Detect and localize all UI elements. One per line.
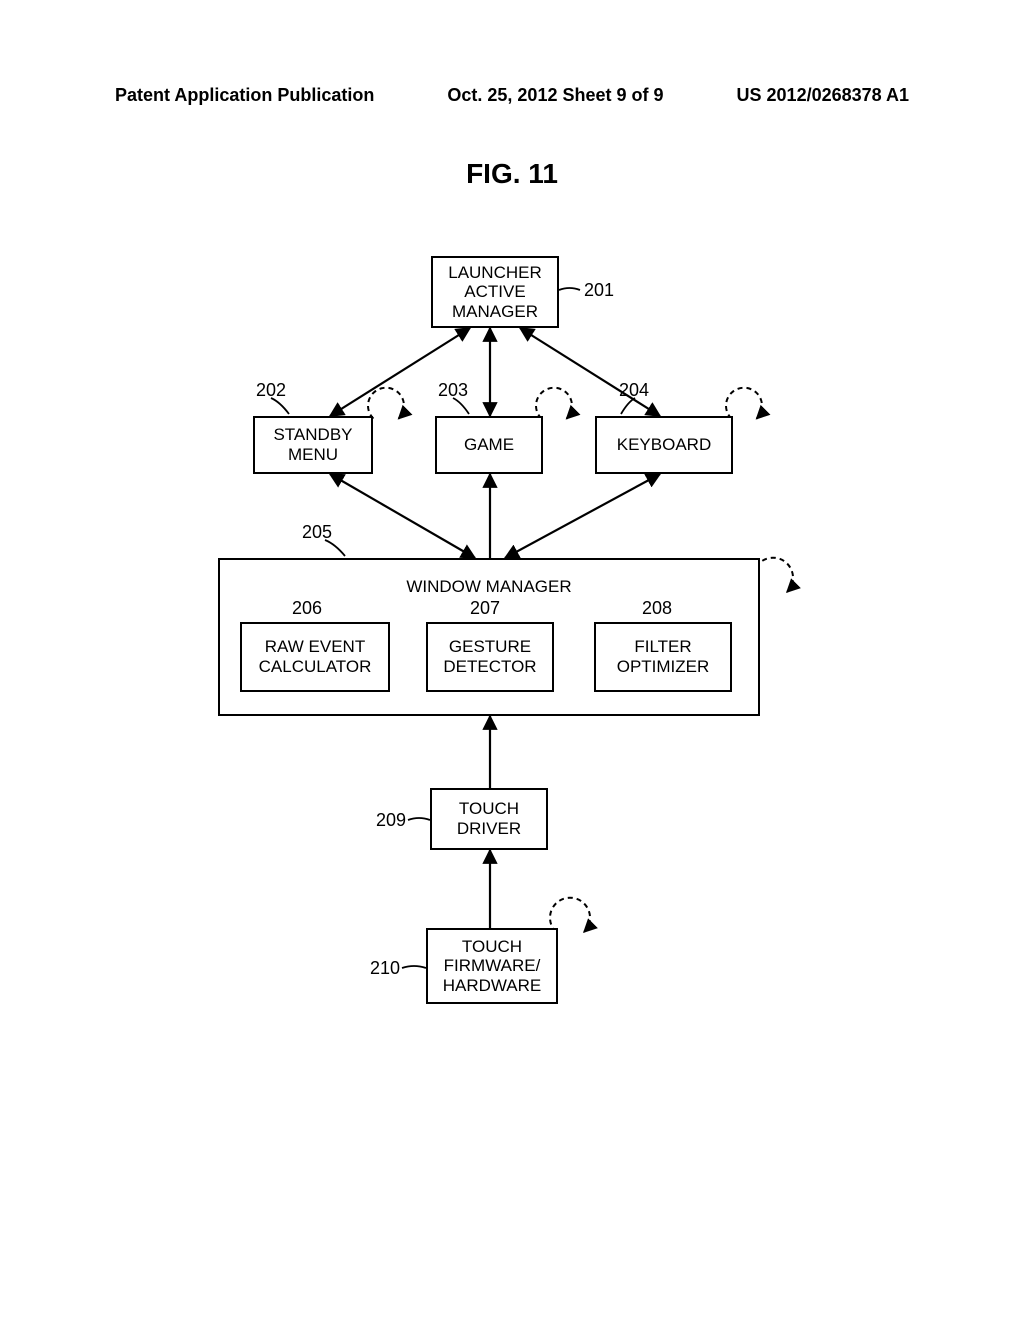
- node-209: TOUCH DRIVER: [430, 788, 548, 850]
- node-209-label: TOUCH DRIVER: [457, 799, 521, 838]
- node-210: TOUCH FIRMWARE/ HARDWARE: [426, 928, 558, 1004]
- edge: [505, 474, 660, 558]
- header-left: Patent Application Publication: [115, 85, 374, 106]
- ref-label: 204: [619, 380, 649, 401]
- node-208: FILTER OPTIMIZER: [594, 622, 732, 692]
- figure-title: FIG. 11: [0, 158, 1024, 190]
- ref-label: 210: [370, 958, 400, 979]
- ref-label: 203: [438, 380, 468, 401]
- ref-leader: [402, 966, 426, 968]
- self-loop: [536, 388, 572, 419]
- edge: [330, 474, 475, 558]
- diagram-canvas: LAUNCHER ACTIVE MANAGER STANDBY MENU GAME K…: [170, 220, 850, 1070]
- header-center: Oct. 25, 2012 Sheet 9 of 9: [447, 85, 663, 106]
- node-206-label: RAW EVENT CALCULATOR: [259, 637, 372, 676]
- ref-label: 208: [642, 598, 672, 619]
- ref-label: 202: [256, 380, 286, 401]
- ref-leader: [559, 288, 580, 290]
- self-loop: [368, 388, 404, 419]
- page-header: Patent Application Publication Oct. 25, …: [0, 85, 1024, 106]
- node-207: GESTURE DETECTOR: [426, 622, 554, 692]
- node-204: KEYBOARD: [595, 416, 733, 474]
- node-201: LAUNCHER ACTIVE MANAGER: [431, 256, 559, 328]
- node-208-label: FILTER OPTIMIZER: [617, 637, 710, 676]
- node-202: STANDBY MENU: [253, 416, 373, 474]
- node-201-label: LAUNCHER ACTIVE MANAGER: [448, 263, 542, 322]
- edge: [330, 328, 470, 416]
- self-loop: [726, 388, 762, 419]
- node-210-label: TOUCH FIRMWARE/ HARDWARE: [443, 937, 542, 996]
- edge: [520, 328, 660, 416]
- ref-label: 209: [376, 810, 406, 831]
- node-204-label: KEYBOARD: [617, 435, 711, 455]
- node-205-label: WINDOW MANAGER: [406, 577, 571, 597]
- header-right: US 2012/0268378 A1: [737, 85, 909, 106]
- ref-label: 206: [292, 598, 322, 619]
- node-203-label: GAME: [464, 435, 514, 455]
- node-207-label: GESTURE DETECTOR: [443, 637, 536, 676]
- ref-label: 205: [302, 522, 332, 543]
- self-loop: [550, 898, 590, 932]
- node-203: GAME: [435, 416, 543, 474]
- node-206: RAW EVENT CALCULATOR: [240, 622, 390, 692]
- ref-label: 201: [584, 280, 614, 301]
- ref-leader: [408, 818, 430, 820]
- ref-label: 207: [470, 598, 500, 619]
- node-202-label: STANDBY MENU: [273, 425, 352, 464]
